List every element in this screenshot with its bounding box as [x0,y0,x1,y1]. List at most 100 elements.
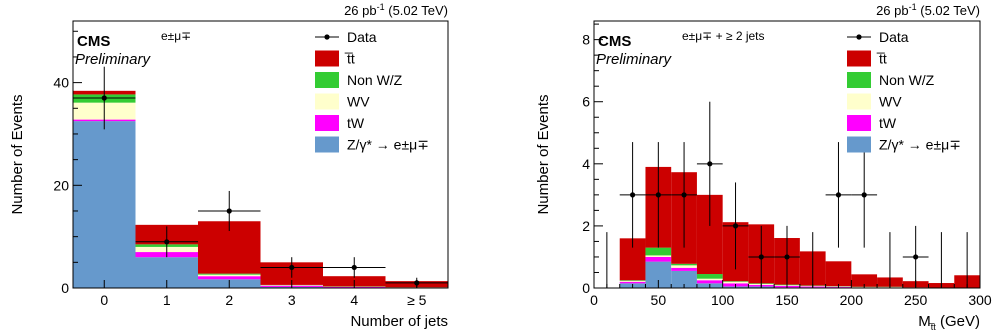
x-tick-label: 300 [968,292,992,308]
legend-label-wv: WV [347,94,370,110]
data-point-3 [289,264,295,271]
bar-nonwz-bin-3 [671,263,697,266]
data-point-9 [913,254,919,260]
chart-panel-2: 0 2 4 6 8 0 50 100 150 200 250 300 26 pb-1 (5.02 TeV… [535,2,992,332]
stacked-histogram [619,166,980,288]
x-tick-label: 50 [651,292,667,308]
bar-dy-bin-3 [671,270,697,288]
legend-swatch-ttbar [847,50,871,67]
x-tick-label: 2 [225,292,233,308]
data-point-7 [835,192,842,198]
y-tick-label: 6 [582,94,590,110]
x-tick-label: 3 [288,292,296,308]
data-point-2 [681,192,687,198]
data-point-8 [861,192,867,198]
channel-label: e±μ∓ [161,29,191,43]
stacked-histogram [73,90,448,289]
y-tick-label: 0 [61,280,69,296]
bar-tw-bin-4 [696,280,723,284]
legend-swatch-wv [847,93,871,110]
bar-nonwz-bin-2 [198,273,261,275]
bar-wv-bin-3 [671,265,697,268]
y-tick-label: 4 [582,156,590,172]
data-point-0 [630,192,636,198]
legend-label-dy: Z/γ* → e±μ∓ [347,137,429,153]
legend-swatch-nonwz [847,72,871,88]
legend-label-ttbar: t̅t [344,51,355,67]
data-point-4 [732,223,739,229]
bar-wv-bin-2 [198,274,261,277]
plot-frame [72,20,449,289]
legend-swatch-ttbar [315,50,339,67]
bar-nonwz-bin-5 [722,281,749,282]
x-tick-label: 0 [590,292,598,308]
data-point-1 [164,239,170,245]
bar-nonwz-bin-1 [619,280,646,281]
bar-nonwz-bin-4 [696,274,723,279]
bar-tw-bin-2 [645,256,672,262]
data-points [606,101,968,288]
x-tick-label: 100 [711,292,735,308]
bar-wv-bin-5 [722,281,749,284]
bar-nonwz-bin-2 [645,247,672,256]
legend-swatch-nonwz [315,72,339,88]
preliminary-label: Preliminary [75,51,152,68]
y-tick-label: 8 [582,32,590,48]
legend: Data t̅t Non W/Z WV tW Z/γ* → e±μ∓ [847,29,961,153]
x-axis-label: Number of jets [350,313,448,330]
legend-label-tw: tW [347,115,365,131]
data-point-2 [226,208,232,214]
legend: Data t̅t Non W/Z WV tW Z/γ* → e±μ∓ [315,29,429,153]
legend-swatch-dy [847,136,871,153]
legend-swatch-tw [847,115,871,131]
legend-label-data: Data [347,29,377,45]
x-tick-label: 150 [775,292,799,308]
y-tick-label: 0 [582,280,590,296]
legend-label-wv: WV [879,94,902,110]
legend-label-tw: tW [879,115,897,131]
bar-tw-bin-1 [619,281,646,284]
chart-panel-1: 0 20 40 0 1 2 3 4 ≥ 5 26 pb-1 (5.02 TeV) CMSPrelim… [9,2,449,330]
legend-swatch-wv [315,93,339,110]
bar-wv-bin-1 [619,280,646,282]
preliminary-label: Preliminary [596,51,673,68]
x-tick-label: 1 [163,292,171,308]
data-point-3 [707,161,713,167]
legend-swatch-dy [315,136,339,153]
data-point-6 [784,254,790,260]
legend-label-nonwz: Non W/Z [347,72,403,88]
legend-label-nonwz: Non W/Z [879,72,935,88]
legend-label-ttbar: t̅t [876,51,887,67]
y-axis-label: Number of Events [9,94,26,214]
x-tick-label: 4 [350,292,358,308]
legend-data-marker [324,34,330,40]
lumi-label: 26 pb-1 (5.02 TeV) [876,2,980,18]
bar-wv-bin-4 [696,278,723,281]
channel-label: e±μ∓ + ≥ 2 jets [682,29,765,43]
data-point-4 [351,264,357,271]
data-point-5 [414,280,420,286]
bar-tw-bin-3 [671,267,697,271]
x-tick-label: ≥ 5 [407,292,427,308]
cms-label: CMS [598,33,631,50]
bar-wv-bin-2 [645,255,672,257]
legend-label-dy: Z/γ* → e±μ∓ [879,137,961,153]
lumi-label: 26 pb-1 (5.02 TeV) [344,2,448,18]
bar-ttbar-bin-9 [825,261,852,287]
data-point-0 [101,95,107,101]
legend-data-marker [856,34,862,40]
x-axis-label: Mt̅t (GeV) [918,313,980,332]
x-tick-label: 200 [840,292,864,308]
data-point-1 [655,192,661,198]
bar-dy-bin-0 [73,121,136,289]
legend-swatch-tw [315,115,339,131]
y-tick-label: 2 [582,218,590,234]
cms-label: CMS [77,33,110,50]
bar-tw-bin-2 [198,276,261,280]
legend-label-data: Data [879,29,909,45]
bar-ttbar-bin-10 [851,274,878,287]
y-tick-label: 40 [53,75,69,91]
y-axis-label: Number of Events [535,94,552,214]
x-tick-label: 250 [904,292,928,308]
